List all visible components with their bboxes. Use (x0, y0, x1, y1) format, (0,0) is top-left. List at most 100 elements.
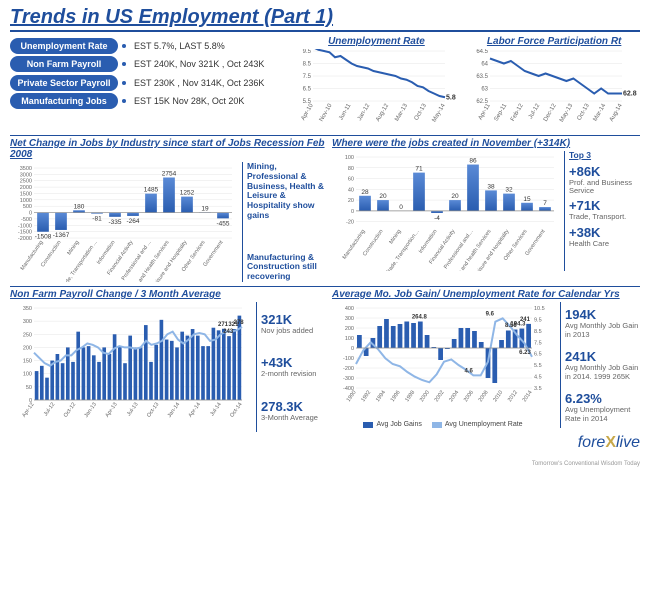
nfp-title: Non Farm Payroll Change / 3 Month Averag… (10, 289, 326, 300)
svg-text:2000: 2000 (20, 185, 32, 191)
svg-text:Feb-12: Feb-12 (510, 102, 525, 122)
yearly-title: Average Mo. Job Gain/ Unemployment Rate … (332, 289, 640, 300)
svg-text:Apr-13: Apr-13 (104, 402, 118, 419)
svg-text:20: 20 (451, 193, 459, 200)
svg-text:Nov-10: Nov-10 (318, 102, 333, 122)
svg-text:9.5: 9.5 (534, 317, 542, 323)
svg-text:2008: 2008 (478, 390, 490, 403)
svg-text:7: 7 (543, 200, 547, 207)
svg-text:Mining: Mining (66, 240, 80, 257)
svg-text:Aug-14: Aug-14 (609, 102, 624, 122)
svg-text:1485: 1485 (144, 187, 159, 194)
svg-text:19: 19 (201, 205, 209, 212)
svg-text:1500: 1500 (20, 191, 32, 197)
svg-text:200: 200 (345, 326, 354, 332)
legend-avg-unemp: Avg Unemployment Rate (432, 421, 523, 428)
svg-text:Manufacturing: Manufacturing (342, 229, 367, 261)
svg-text:2012: 2012 (507, 390, 519, 403)
unemployment-rate-chart: 5.56.57.58.59.55.8Apr-10Nov-10Jun-11Jan-… (291, 49, 461, 131)
svg-text:100: 100 (345, 336, 354, 342)
summary-est-3: EST 15K Nov 28K, Oct 20K (130, 93, 248, 109)
svg-text:9.5: 9.5 (302, 49, 311, 55)
svg-text:May-14: May-14 (431, 102, 447, 123)
svg-text:2006: 2006 (463, 390, 475, 403)
svg-text:6.5: 6.5 (534, 352, 542, 358)
svg-text:2010: 2010 (492, 390, 504, 403)
svg-text:2004: 2004 (448, 390, 460, 403)
svg-text:Mar-13: Mar-13 (394, 102, 409, 122)
svg-text:Oct-14: Oct-14 (229, 402, 243, 419)
svg-text:5.5: 5.5 (534, 363, 542, 369)
svg-text:71: 71 (415, 166, 423, 173)
svg-text:40: 40 (348, 187, 354, 193)
svg-text:Oct-13: Oct-13 (413, 102, 428, 121)
svg-text:Aug-12: Aug-12 (375, 102, 390, 122)
svg-text:200: 200 (23, 345, 32, 351)
svg-text:15: 15 (523, 196, 531, 203)
svg-text:-2000: -2000 (18, 236, 32, 242)
svg-text:Apr-12: Apr-12 (21, 402, 35, 419)
svg-text:3000: 3000 (20, 172, 32, 178)
svg-text:Oct-13: Oct-13 (146, 402, 160, 419)
lfpr-title: Labor Force Participation Rt (468, 36, 640, 47)
svg-text:Oct-13: Oct-13 (577, 102, 592, 121)
november-title: Where were the jobs created in November … (332, 138, 640, 149)
svg-text:Mining: Mining (388, 229, 402, 246)
unemp-title: Unemployment Rate (291, 36, 463, 47)
svg-text:4.5: 4.5 (534, 375, 542, 381)
svg-text:2500: 2500 (20, 179, 32, 185)
svg-text:Trade, Transportation ...: Trade, Transportation ... (60, 239, 99, 282)
yearly-callouts: 194KAvg Monthly Job Gain in 2013241KAvg … (560, 302, 640, 428)
svg-text:Jan-14: Jan-14 (167, 402, 182, 419)
svg-text:-20: -20 (346, 220, 354, 226)
summary-pill-3: Manufacturing Jobs (10, 93, 118, 109)
svg-text:Dec-12: Dec-12 (543, 102, 558, 122)
svg-text:250: 250 (23, 332, 32, 338)
svg-text:500: 500 (23, 204, 32, 210)
svg-text:180: 180 (74, 203, 85, 210)
svg-text:271: 271 (218, 322, 229, 328)
svg-text:100: 100 (23, 372, 32, 378)
summary-est-1: EST 240K, Nov 321K , Oct 243K (130, 56, 268, 72)
svg-text:3500: 3500 (20, 166, 32, 172)
svg-text:8.56: 8.56 (505, 323, 517, 329)
netchange-title: Net Change in Jobs by Industry since sta… (10, 138, 326, 160)
svg-text:150: 150 (23, 359, 32, 365)
svg-text:63: 63 (482, 87, 489, 93)
svg-text:-200: -200 (343, 366, 354, 372)
svg-text:8.5: 8.5 (302, 62, 311, 68)
summary-est-2: EST 230K , Nov 314K, Oct 236K (130, 75, 268, 91)
svg-text:Mar-14: Mar-14 (593, 102, 608, 122)
svg-text:2014: 2014 (522, 390, 534, 403)
brand-logo: foreXlive (578, 434, 640, 451)
nfp-chart: 050100150200250300350Apr-12Jul-12Oct-12J… (10, 302, 250, 432)
netchange-chart: -2000-1500-1000-500050010001500200025003… (10, 162, 236, 282)
svg-text:Trade, Transportion…: Trade, Transportion… (385, 229, 420, 271)
nfp-callouts: 321KNov jobs added+43K2-month revision27… (256, 302, 326, 432)
svg-text:28: 28 (361, 189, 369, 196)
svg-text:Jul-12: Jul-12 (528, 102, 542, 120)
svg-text:3.5: 3.5 (534, 386, 542, 392)
svg-text:Apr-14: Apr-14 (188, 402, 202, 419)
svg-text:-81: -81 (92, 216, 102, 223)
svg-text:Jun-11: Jun-11 (338, 102, 352, 121)
netchange-callout-recover: Manufacturing & Construction still recov… (247, 253, 326, 282)
svg-text:1992: 1992 (360, 390, 372, 403)
svg-text:Apr-10: Apr-10 (300, 102, 315, 121)
svg-text:2754: 2754 (162, 170, 177, 177)
svg-text:350: 350 (23, 306, 32, 312)
svg-text:Jul-14: Jul-14 (209, 402, 223, 418)
legend-avg-job-gains: Avg Job Gains (363, 421, 421, 428)
svg-text:-1367: -1367 (53, 232, 70, 239)
svg-text:Oct-12: Oct-12 (63, 402, 77, 419)
svg-text:Jan-12: Jan-12 (356, 102, 371, 121)
svg-text:-264: -264 (126, 218, 139, 225)
svg-text:-4: -4 (434, 215, 440, 222)
lfpr-chart: 62.56363.56464.562.8Apr-11Sep-11Feb-12Ju… (468, 49, 638, 131)
svg-text:32: 32 (505, 187, 513, 194)
svg-text:-300: -300 (343, 376, 354, 382)
svg-text:6.23: 6.23 (519, 350, 531, 356)
svg-text:0: 0 (351, 209, 354, 215)
svg-text:243: 243 (223, 329, 234, 335)
svg-text:100: 100 (345, 155, 354, 161)
